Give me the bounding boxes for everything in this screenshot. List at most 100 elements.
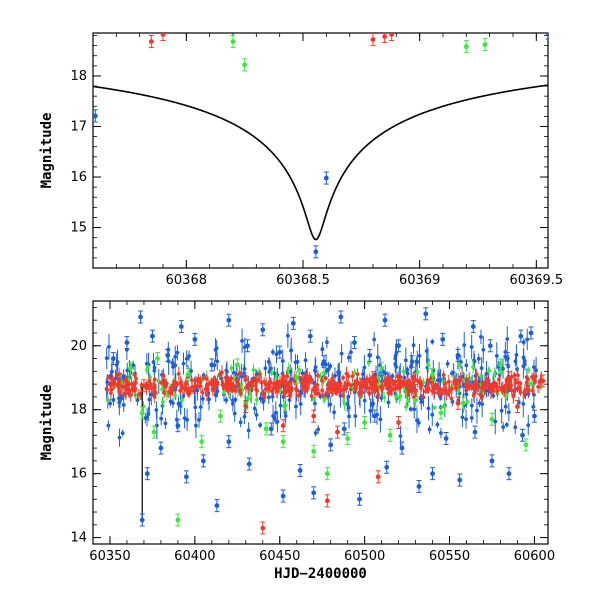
- band-point: [394, 364, 399, 369]
- band-point: [350, 374, 355, 379]
- band-point: [375, 355, 380, 360]
- band-point: [294, 387, 299, 392]
- band-point: [398, 434, 403, 439]
- band-point: [349, 350, 353, 355]
- band-point: [391, 380, 396, 385]
- band-point: [215, 389, 220, 394]
- band-point: [172, 393, 177, 398]
- band-point: [184, 356, 189, 361]
- band-point: [114, 363, 119, 367]
- data-point: [528, 330, 534, 336]
- band-point: [152, 383, 157, 388]
- data-point: [214, 503, 220, 509]
- band-point: [449, 396, 454, 401]
- band-point: [187, 354, 191, 358]
- band-point: [500, 388, 505, 392]
- band-point: [521, 355, 526, 360]
- band-point: [207, 397, 211, 402]
- band-point: [505, 337, 510, 341]
- band-point: [501, 425, 506, 429]
- data-point: [362, 420, 368, 425]
- band-point: [395, 383, 400, 388]
- band-point: [238, 420, 243, 425]
- band-point: [197, 418, 201, 422]
- data-point: [192, 336, 198, 342]
- band-point: [198, 405, 203, 409]
- data-point: [141, 383, 147, 389]
- band-point: [441, 378, 446, 383]
- band-point: [476, 356, 481, 361]
- band-point: [464, 417, 468, 421]
- data-point: [290, 320, 296, 326]
- data-point: [234, 378, 240, 384]
- data-point: [413, 397, 418, 403]
- data-point: [245, 343, 250, 349]
- band-point: [154, 408, 159, 412]
- y-tick-label: 16: [70, 467, 87, 482]
- band-point: [309, 394, 314, 398]
- band-point: [421, 395, 425, 400]
- band-point: [285, 374, 290, 379]
- band-point: [287, 398, 292, 402]
- band-point: [278, 403, 283, 408]
- band-point: [222, 390, 226, 395]
- band-point: [377, 376, 381, 380]
- data-point: [285, 388, 291, 393]
- band-point: [200, 396, 205, 401]
- band-point: [322, 397, 327, 402]
- band-point: [269, 370, 274, 375]
- x-tick-label: 60450: [259, 549, 300, 564]
- data-point: [523, 442, 529, 448]
- band-point: [346, 405, 351, 410]
- band-point: [516, 400, 521, 405]
- band-point: [313, 431, 318, 435]
- band-point: [316, 373, 320, 378]
- band-point: [376, 392, 381, 397]
- band-point: [481, 347, 486, 352]
- data-point: [540, 378, 546, 384]
- data-point: [192, 384, 198, 390]
- band-point: [423, 389, 428, 394]
- band-point: [280, 359, 285, 363]
- band-point: [488, 383, 493, 388]
- band-point: [104, 356, 109, 361]
- band-point: [471, 393, 476, 398]
- band-point: [379, 396, 384, 400]
- y-tick-label: 20: [70, 339, 87, 354]
- data-point: [532, 413, 537, 419]
- data-point: [151, 429, 157, 435]
- band-point: [109, 391, 113, 395]
- band-point: [117, 390, 122, 395]
- band-point: [430, 339, 435, 344]
- top-panel: 60368 60368.5 60369 60369.5 15 16 17 18 Magnitud…: [39, 32, 563, 288]
- band-point: [435, 422, 440, 427]
- band-point: [106, 423, 111, 428]
- data-point: [545, 33, 548, 36]
- band-point: [517, 385, 522, 390]
- data-point: [124, 340, 130, 345]
- data-point: [183, 474, 189, 480]
- band-point: [300, 371, 305, 376]
- band-point: [259, 380, 264, 385]
- band-point: [204, 382, 209, 387]
- data-point: [297, 468, 303, 473]
- band-point: [128, 393, 133, 398]
- band-point: [355, 380, 359, 384]
- band-point: [511, 394, 516, 399]
- band-point: [337, 388, 342, 393]
- band-point: [355, 372, 360, 377]
- band-point: [134, 376, 138, 381]
- band-point: [196, 376, 201, 381]
- band-point: [297, 367, 302, 372]
- band-point: [469, 345, 474, 349]
- data-point: [455, 352, 461, 358]
- band-point: [243, 377, 248, 382]
- band-point: [474, 372, 479, 377]
- band-point: [215, 382, 220, 387]
- band-point: [233, 397, 238, 402]
- band-point: [204, 377, 209, 381]
- band-point: [437, 372, 441, 377]
- data-point: [230, 39, 236, 44]
- data-point: [409, 359, 415, 365]
- band-point: [372, 390, 377, 394]
